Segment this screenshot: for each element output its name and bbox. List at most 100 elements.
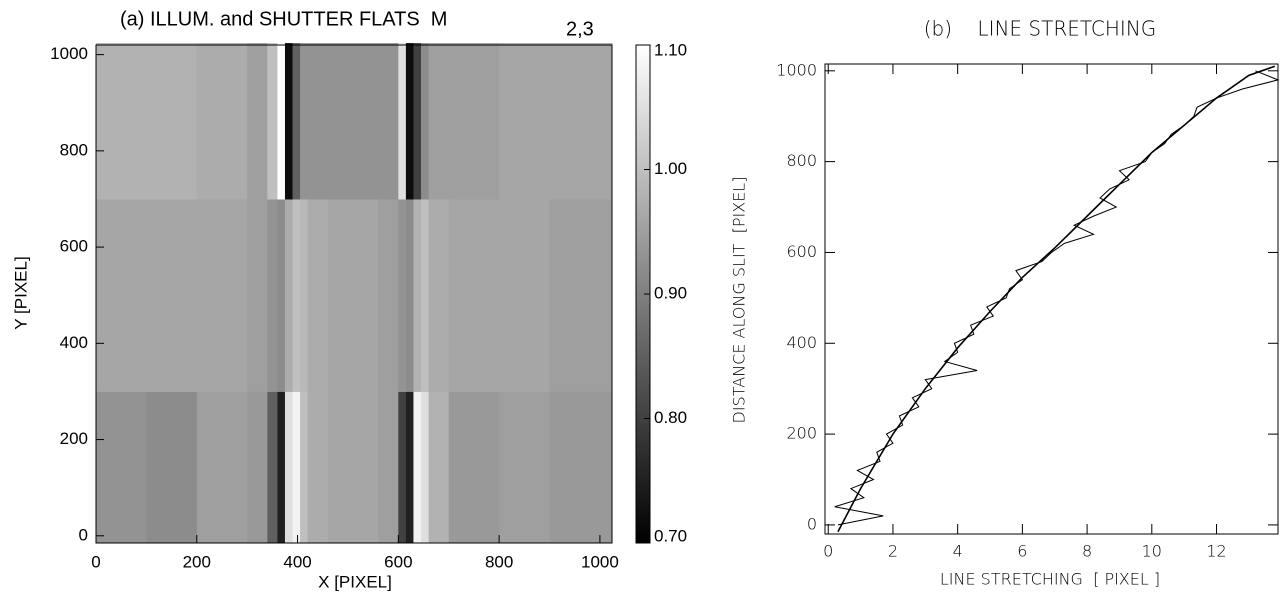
- heatmap-cell: [267, 391, 278, 544]
- y-tick-label: 1000: [50, 44, 88, 63]
- y-axis-label: DISTANCE ALONG SLIT [PIXEL]: [730, 177, 749, 424]
- heatmap-cell: [499, 198, 551, 392]
- x-axis-label: X [PIXEL]: [318, 572, 392, 591]
- heatmap-cell: [96, 198, 147, 392]
- x-tick-label: 600: [384, 552, 412, 571]
- heatmap-cell: [277, 43, 286, 200]
- x-axis-label: LINE STRETCHING [ PIXEL ]: [940, 570, 1160, 589]
- y-tick-label: 600: [786, 242, 817, 261]
- heatmap-cell: [300, 43, 309, 200]
- heatmap-cell: [549, 198, 613, 392]
- colorbar-tick-label: 1.00: [654, 159, 687, 178]
- heatmap-cell: [196, 43, 248, 200]
- heatmap-cell: [378, 43, 399, 200]
- colorbar-tick-label: 0.80: [654, 408, 687, 427]
- y-tick-label: 400: [786, 333, 817, 352]
- heatmap-cell: [499, 391, 551, 544]
- heatmap-cell: [196, 391, 248, 544]
- heatmap-cell: [247, 198, 268, 392]
- heatmap-cell: [413, 198, 422, 392]
- x-tick-label: 2: [888, 542, 898, 561]
- heatmap-cell: [448, 391, 500, 544]
- heatmap-cell: [292, 43, 301, 200]
- heatmap-cell: [277, 198, 286, 392]
- heatmap-cell: [96, 391, 147, 544]
- x-tick-label: 6: [1017, 542, 1027, 561]
- panel-a-title: (a) ILLUM. and SHUTTER FLATS M: [120, 8, 447, 30]
- heatmap-cell: [327, 198, 379, 392]
- y-axis-label: Y [PIXEL]: [11, 256, 30, 329]
- heatmap-cell: [300, 391, 309, 544]
- heatmap-cell: [421, 198, 430, 392]
- heatmap-cell: [247, 391, 268, 544]
- heatmap-cell: [405, 391, 414, 544]
- heatmap-cell: [413, 391, 422, 544]
- heatmap-cell: [405, 43, 414, 200]
- y-tick-label: 200: [60, 429, 88, 448]
- heatmap-cell: [96, 43, 147, 200]
- heatmap-cell: [307, 391, 329, 544]
- heatmap-cell: [284, 198, 294, 392]
- y-tick-label: 800: [786, 151, 817, 170]
- heatmap-cell: [247, 43, 268, 200]
- heatmap-cell: [284, 391, 294, 544]
- heatmap-cell: [307, 198, 329, 392]
- heatmap-cell: [300, 198, 309, 392]
- data-line: [834, 70, 1280, 526]
- y-tick-label: 0: [79, 525, 88, 544]
- heatmap-cell: [413, 43, 422, 200]
- heatmap-cell: [428, 198, 450, 392]
- y-tick-label: 600: [60, 237, 88, 256]
- y-tick-label: 400: [60, 333, 88, 352]
- heatmap-cell: [398, 43, 407, 200]
- data-line: [837, 65, 1276, 533]
- heatmap-cell: [549, 43, 613, 200]
- heatmap-cell: [327, 391, 379, 544]
- heatmap-cell: [378, 391, 399, 544]
- heatmap-cell: [146, 43, 198, 200]
- heatmap-cell: [448, 43, 500, 200]
- x-tick-label: 12: [1206, 542, 1226, 561]
- x-tick-label: 0: [823, 542, 833, 561]
- colorbar-tick-label: 0.70: [654, 526, 687, 545]
- plot-frame: [95, 44, 613, 544]
- heatmap-cell: [284, 43, 294, 200]
- heatmap-cell: [398, 198, 407, 392]
- heatmap-cell: [428, 391, 450, 544]
- x-tick-label: 8: [1082, 542, 1092, 561]
- heatmap-cell: [327, 43, 379, 200]
- panel-b-title: (b) LINE STRETCHING: [924, 17, 1157, 41]
- heatmap-cell: [421, 43, 430, 200]
- heatmap-cell: [292, 391, 301, 544]
- heatmap-cell: [448, 198, 500, 392]
- x-tick-label: 200: [183, 552, 211, 571]
- y-tick-label: 200: [786, 424, 817, 443]
- y-tick-label: 0: [807, 514, 817, 533]
- y-tick-label: 1000: [776, 60, 817, 79]
- heatmap-cell: [146, 198, 198, 392]
- heatmap-cell: [307, 43, 329, 200]
- heatmap-cell: [146, 391, 198, 544]
- heatmap-cell: [196, 198, 248, 392]
- heatmap-cell: [378, 198, 399, 392]
- x-tick-label: 800: [485, 552, 513, 571]
- heatmap-cell: [549, 391, 613, 544]
- colorbar-tick-label: 0.90: [654, 283, 687, 302]
- x-tick-label: 1000: [581, 552, 619, 571]
- heatmap-cell: [398, 391, 407, 544]
- heatmap-cell: [421, 391, 430, 544]
- heatmap-cell: [428, 43, 450, 200]
- heatmap-cell: [277, 391, 286, 544]
- plot-frame: [824, 63, 1279, 535]
- heatmap-cell: [292, 198, 301, 392]
- y-tick-label: 800: [60, 140, 88, 159]
- colorbar-tick-label: 1.10: [654, 40, 687, 59]
- x-tick-label: 0: [91, 552, 100, 571]
- x-tick-label: 10: [1142, 542, 1162, 561]
- heatmap-cell: [405, 198, 414, 392]
- heatmap-cell: [267, 198, 278, 392]
- panel-a-title-subscript: 2,3: [566, 18, 594, 40]
- heatmap-cell: [499, 43, 551, 200]
